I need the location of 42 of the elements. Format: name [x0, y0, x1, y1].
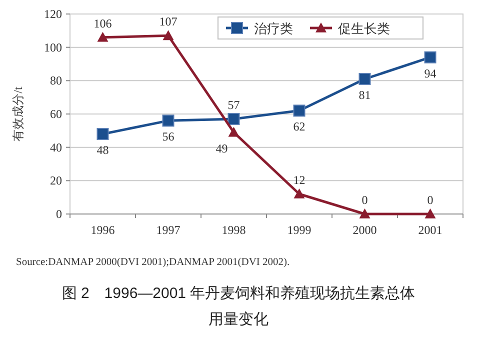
x-tick-label: 1997: [156, 223, 180, 237]
point: [359, 208, 370, 218]
y-tick-label: 40: [50, 140, 62, 154]
point: [96, 128, 109, 140]
x-tick-label: 1999: [287, 223, 312, 237]
point: [424, 208, 436, 218]
text: 图 2 1996—2001 年丹麦饲料和养殖现场抗生素总体用量变化: [62, 285, 416, 328]
data-label: 12: [293, 173, 306, 187]
data-label: 106: [94, 16, 112, 30]
source-note: Source:DANMAP 2000(DVI 2001);DANMAP 2001(DVI 2002).: [16, 257, 290, 268]
y-tick-label: 20: [50, 174, 62, 188]
legend-label: 促生长类: [338, 21, 390, 36]
data-label: 56: [162, 130, 174, 144]
legend-label: 治疗类: [254, 21, 293, 36]
x-tick-label: 1996: [90, 223, 115, 237]
y-tick-label: 0: [56, 207, 62, 221]
data-label: 0: [362, 193, 368, 207]
point: [294, 188, 305, 198]
data-label: 57: [228, 98, 240, 112]
data-label: 107: [159, 14, 178, 29]
y-tick-label: 120: [44, 7, 62, 21]
data-label: 49: [216, 141, 228, 156]
point: [424, 51, 436, 64]
x-tick-label: 1998: [222, 223, 246, 237]
data-label: 94: [424, 66, 436, 80]
data-label: 0: [427, 193, 434, 207]
point: [162, 114, 174, 127]
point: [97, 32, 108, 42]
point: [228, 113, 240, 125]
data-label: 48: [96, 143, 109, 157]
y-tick-label: 80: [50, 74, 62, 88]
data-label: 62: [293, 120, 306, 134]
x-tick-label: 2001: [418, 223, 442, 237]
y-tick-label: 60: [50, 107, 62, 121]
point: [162, 30, 174, 40]
point: [358, 73, 371, 85]
data-label: 81: [358, 88, 371, 102]
y-axis-title: 有效成分/t: [11, 86, 25, 142]
point: [293, 104, 306, 117]
point: [228, 126, 240, 137]
x-tick-label: 2000: [352, 223, 377, 237]
y-tick-label: 100: [44, 40, 62, 54]
